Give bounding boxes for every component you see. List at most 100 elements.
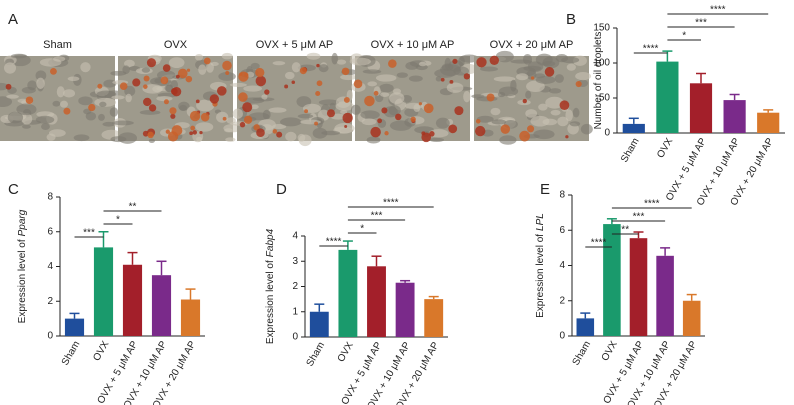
x-tick-label: OVX [336, 340, 356, 364]
cell [27, 80, 37, 91]
y-tick-label: 2 [47, 296, 53, 307]
y-label-text: Expression level of [535, 234, 546, 318]
cell [526, 80, 545, 92]
droplet [255, 75, 267, 87]
significance-label: ** [129, 202, 137, 213]
droplet [200, 112, 210, 122]
cell [85, 111, 97, 121]
droplet [304, 109, 309, 114]
y-tick-label: 2 [292, 281, 298, 292]
cell [334, 123, 355, 134]
droplet [522, 98, 527, 104]
cell [495, 50, 514, 63]
micrograph [110, 52, 242, 144]
bar [122, 264, 143, 336]
significance-label: **** [383, 198, 399, 209]
droplet [192, 130, 198, 135]
cell [3, 62, 17, 74]
cell [196, 136, 203, 142]
cell [580, 123, 593, 135]
droplet [565, 135, 569, 139]
cell [554, 74, 564, 83]
y-tick-label: 6 [47, 226, 53, 237]
droplet [344, 125, 348, 129]
x-tick-label: Sham [305, 340, 328, 368]
significance-label: ** [621, 225, 629, 236]
droplet [377, 118, 383, 124]
cell [112, 120, 134, 126]
bar [629, 238, 648, 336]
significance-label: * [682, 31, 686, 42]
cell [388, 105, 401, 116]
cell [510, 79, 517, 92]
x-tick-label: OVX [91, 339, 111, 363]
cell [198, 64, 207, 75]
droplet [314, 121, 319, 126]
droplet [500, 124, 511, 134]
droplet [544, 67, 555, 77]
droplet [256, 128, 265, 138]
significance-label: *** [371, 211, 383, 222]
cell [96, 90, 117, 99]
cell [535, 75, 556, 85]
cell [525, 90, 532, 99]
y-label-gene: LPL [535, 213, 546, 231]
bar [656, 255, 674, 336]
cell [362, 69, 382, 74]
cell [360, 110, 380, 120]
droplet [299, 67, 307, 75]
droplet [384, 131, 389, 136]
cell [261, 94, 268, 100]
y-axis-label: Expression level of Pparg [17, 209, 28, 323]
droplet [185, 75, 193, 83]
x-tick-label: Sham [60, 339, 83, 367]
cell [0, 96, 13, 108]
cell [52, 100, 61, 107]
droplet [519, 130, 530, 142]
cell [349, 57, 371, 66]
y-tick-label: 0 [559, 331, 565, 342]
cell [268, 107, 287, 113]
cell [435, 76, 442, 82]
droplet [162, 64, 171, 72]
cell [569, 121, 581, 127]
bar [576, 318, 595, 336]
cell [516, 73, 529, 81]
cell [280, 117, 302, 127]
droplet [175, 74, 180, 79]
significance-label: **** [591, 238, 607, 249]
y-label-gene: Pparg [17, 209, 28, 236]
droplet [163, 99, 169, 105]
droplet [148, 104, 157, 112]
droplet [225, 71, 230, 76]
bar [757, 112, 780, 133]
bar [151, 275, 172, 336]
droplet [452, 58, 458, 64]
y-label-gene: Fabp4 [265, 228, 276, 257]
cell [194, 53, 204, 61]
cell [242, 97, 265, 104]
y-tick-label: 4 [292, 231, 298, 242]
cell [67, 76, 80, 82]
cell [375, 74, 397, 82]
droplet [388, 59, 397, 68]
cell [206, 62, 214, 73]
droplet [463, 73, 470, 80]
y-tick-label: 0 [604, 128, 610, 139]
droplet [238, 71, 249, 82]
cell [493, 76, 516, 82]
droplet [222, 116, 227, 121]
y-label-text: Expression level of [265, 260, 276, 344]
y-tick-label: 50 [599, 93, 611, 104]
cell [408, 75, 423, 82]
droplet [343, 96, 350, 103]
cell [7, 111, 24, 124]
droplet [238, 92, 248, 102]
cell [36, 77, 45, 89]
cell [154, 78, 163, 84]
droplet [421, 132, 432, 143]
cell [525, 109, 538, 118]
bar [689, 83, 713, 133]
bar [93, 247, 114, 336]
cell [418, 61, 427, 67]
